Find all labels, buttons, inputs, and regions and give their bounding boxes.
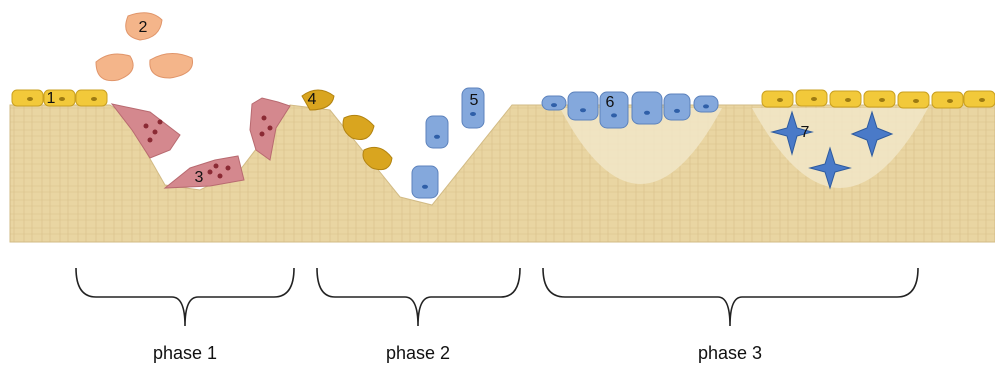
brackets <box>76 268 918 326</box>
blue-cell-part <box>580 108 586 112</box>
phase-label: phase 2 <box>386 343 450 363</box>
blue-cell-part <box>611 113 617 117</box>
lining-cell-part <box>777 98 783 102</box>
blue-cell-part <box>703 104 709 108</box>
cell-label: 5 <box>470 92 479 109</box>
osteoclast-part-part <box>214 164 219 169</box>
blue-cell-part <box>644 111 650 115</box>
blue-cell-part <box>412 166 438 198</box>
cell-label: 2 <box>139 19 148 36</box>
pre-osteoclast-part <box>150 53 193 78</box>
cell-label: 6 <box>606 94 615 111</box>
osteoclast-part-part <box>158 120 163 125</box>
lining-cell-part <box>27 97 33 101</box>
blue-cell-part <box>674 109 680 113</box>
cell-label: 7 <box>801 124 810 141</box>
blue-cell-part <box>434 135 440 139</box>
lining-cell-part <box>979 98 985 102</box>
lining-cell-part <box>845 98 851 102</box>
blue-cell-part <box>551 103 557 107</box>
blue-cell-part <box>470 112 476 116</box>
cell-label: 4 <box>308 91 317 108</box>
phase-label: phase 1 <box>153 343 217 363</box>
osteoclast-part-part <box>226 166 231 171</box>
brackets-part <box>543 268 918 326</box>
osteoclast-part-part <box>260 132 265 137</box>
cell-label: 1 <box>47 90 56 107</box>
lining-cell-part <box>913 99 919 103</box>
blue-cell-part <box>422 185 428 189</box>
osteoclast-part-part <box>148 138 153 143</box>
osteoclast-part-part <box>144 124 149 129</box>
brackets-part <box>317 268 520 326</box>
phase-label: phase 3 <box>698 343 762 363</box>
lining-cell-part <box>59 97 65 101</box>
blue-cell-part <box>664 94 690 120</box>
blue-cell-part <box>426 116 448 148</box>
pre-osteoclast-part <box>96 54 133 81</box>
cell-label: 3 <box>195 169 204 186</box>
osteoclast-part-part <box>262 116 267 121</box>
lining-cell-part <box>91 97 97 101</box>
blue-cell-part <box>632 92 662 124</box>
diagram: 1 2 3 4 5 6 7 phase 1 phase 2 phase 3 <box>0 0 995 367</box>
lining-cell-part <box>811 97 817 101</box>
osteoclast-part-part <box>218 174 223 179</box>
osteoclast-part-part <box>153 130 158 135</box>
osteoclast-part-part <box>268 126 273 131</box>
blue-cell-part <box>694 96 718 112</box>
blue-cell-part <box>568 92 598 120</box>
blue-cell-part <box>542 96 566 110</box>
lining-cell-part <box>947 99 953 103</box>
lining-cell-part <box>879 98 885 102</box>
lining-cell <box>12 90 995 108</box>
osteoclast-part-part <box>208 170 213 175</box>
brackets-part <box>76 268 294 326</box>
